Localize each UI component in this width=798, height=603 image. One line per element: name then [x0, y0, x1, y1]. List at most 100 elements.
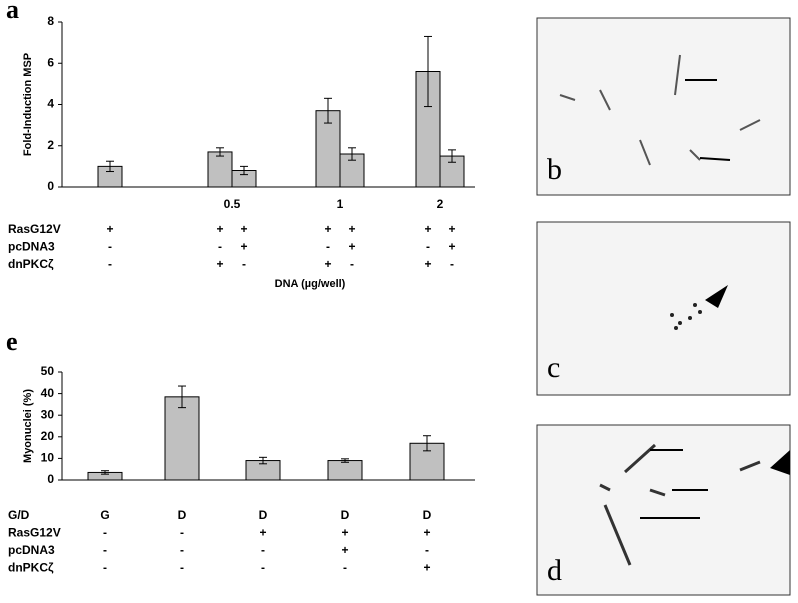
condition-mark: -	[350, 257, 354, 271]
condition-mark: +	[348, 222, 355, 236]
condition-mark: -	[103, 543, 107, 557]
error-bar	[240, 165, 248, 176]
y-tick-label: 4	[47, 97, 54, 111]
arrow	[640, 449, 708, 519]
condition-mark: +	[424, 257, 431, 271]
image-frame	[536, 424, 791, 596]
condition-label: pcDNA3	[8, 240, 55, 254]
y-tick-label: 8	[47, 14, 54, 28]
condition-mark: +	[348, 240, 355, 254]
condition-mark: +	[106, 222, 113, 236]
error-bar	[216, 147, 224, 157]
condition-mark: +	[424, 222, 431, 236]
condition-mark: -	[425, 543, 429, 557]
condition-mark: D	[259, 508, 268, 522]
image-frame	[536, 17, 791, 196]
condition-mark: -	[108, 240, 112, 254]
error-bar	[341, 458, 349, 463]
condition-mark: -	[218, 240, 222, 254]
bar	[207, 151, 233, 188]
condition-mark: +	[423, 526, 430, 540]
micrograph: b	[536, 17, 791, 196]
condition-mark: -	[426, 240, 430, 254]
y-axis-label: Myonuclei (%)	[22, 389, 34, 463]
y-tick-label: 0	[47, 179, 54, 193]
error-bar	[424, 35, 432, 108]
condition-mark: +	[341, 543, 348, 557]
y-tick-label: 6	[47, 55, 54, 69]
error-bar	[423, 435, 431, 452]
y-tick-label: 50	[41, 364, 55, 378]
condition-mark: +	[240, 222, 247, 236]
arrowhead	[770, 450, 790, 475]
y-axis-label: Fold-Induction MSP	[22, 53, 34, 156]
x-tick-label: 2	[437, 197, 444, 211]
condition-mark: -	[180, 526, 184, 540]
condition-mark: -	[180, 561, 184, 575]
y-tick-label: 0	[47, 472, 54, 486]
cells	[599, 443, 761, 566]
condition-mark: -	[103, 526, 107, 540]
condition-mark: +	[240, 240, 247, 254]
condition-mark: +	[216, 222, 223, 236]
error-bar	[106, 160, 114, 173]
y-tick-label: 2	[47, 138, 54, 152]
error-bar	[448, 149, 456, 163]
error-bar	[101, 470, 109, 475]
condition-mark: +	[448, 222, 455, 236]
condition-mark: -	[261, 561, 265, 575]
error-bar	[348, 147, 356, 161]
condition-label: pcDNA3	[8, 543, 55, 557]
condition-label: dnPKCζ	[8, 561, 54, 575]
micrograph: c	[536, 221, 791, 396]
y-tick-label: 30	[41, 407, 55, 421]
panel-letter: d	[547, 554, 562, 587]
y-tick-label: 40	[41, 386, 55, 400]
error-bar	[259, 456, 267, 465]
x-tick-label: 0.5	[224, 197, 241, 211]
image-frame	[536, 221, 791, 396]
condition-mark: D	[341, 508, 350, 522]
condition-mark: D	[178, 508, 187, 522]
y-tick-label: 20	[41, 429, 55, 443]
error-bar	[324, 97, 332, 124]
condition-mark: +	[216, 257, 223, 271]
x-tick-label: 1	[337, 197, 344, 211]
condition-mark: G	[100, 508, 109, 522]
condition-label: RasG12V	[8, 222, 61, 236]
panel-letter: e	[6, 327, 18, 356]
condition-mark: +	[324, 257, 331, 271]
y-tick-label: 10	[41, 451, 55, 465]
condition-mark: +	[259, 526, 266, 540]
cells	[559, 54, 761, 166]
arrow	[685, 79, 731, 161]
condition-mark: +	[423, 561, 430, 575]
arrowhead	[705, 285, 728, 308]
condition-mark: -	[326, 240, 330, 254]
nuclei	[670, 303, 702, 330]
condition-mark: -	[343, 561, 347, 575]
bar	[327, 460, 363, 481]
bar	[439, 155, 465, 188]
condition-label: RasG12V	[8, 526, 61, 540]
condition-mark: -	[108, 257, 112, 271]
condition-mark: -	[261, 543, 265, 557]
condition-label: dnPKCζ	[8, 257, 54, 271]
panel-letter: b	[547, 153, 562, 186]
panel-letter: c	[547, 351, 560, 384]
condition-label: G/D	[8, 508, 30, 522]
bar	[164, 396, 200, 481]
condition-mark: +	[448, 240, 455, 254]
condition-mark: -	[242, 257, 246, 271]
error-bar	[178, 385, 186, 409]
condition-mark: -	[180, 543, 184, 557]
x-axis-label: DNA (µg/well)	[275, 278, 346, 290]
condition-mark: -	[450, 257, 454, 271]
panel-letter: a	[6, 0, 19, 24]
condition-mark: -	[103, 561, 107, 575]
condition-mark: +	[341, 526, 348, 540]
condition-mark: D	[423, 508, 432, 522]
condition-mark: +	[324, 222, 331, 236]
micrograph: d	[536, 424, 791, 596]
